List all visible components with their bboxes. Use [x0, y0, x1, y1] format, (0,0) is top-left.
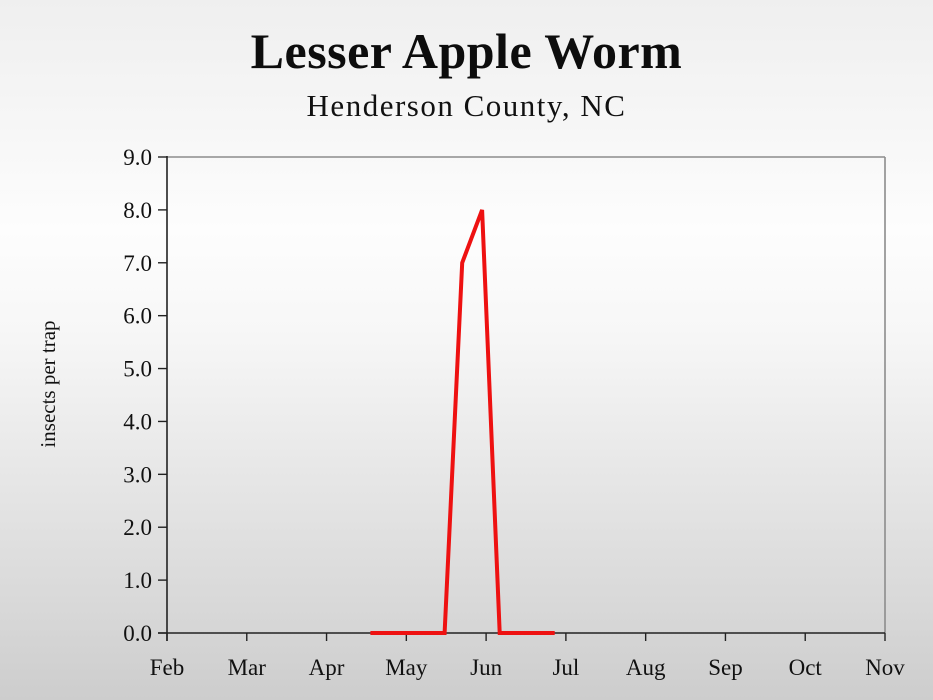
x-tick-label: Sep — [708, 655, 743, 680]
y-tick-label: 6.0 — [123, 304, 152, 329]
y-tick-label: 5.0 — [123, 357, 152, 382]
y-tick-label: 1.0 — [123, 568, 152, 593]
y-axis-title: insects per trap — [36, 320, 60, 447]
x-tick-label: Aug — [626, 655, 666, 680]
chart-subtitle: Henderson County, NC — [306, 88, 627, 123]
x-tick-label: Mar — [228, 655, 267, 680]
series-line — [370, 209, 555, 635]
x-tick-label: May — [385, 655, 428, 680]
y-tick-label: 7.0 — [123, 251, 152, 276]
y-axis: 0.0 1.0 2.0 3.0 4.0 5.0 6.0 7.0 8.0 9.0 — [123, 145, 168, 646]
x-tick-label: Jul — [552, 655, 579, 680]
y-tick-label: 4.0 — [123, 409, 152, 434]
x-tick-label: Apr — [309, 655, 345, 680]
x-tick-label: Oct — [789, 655, 823, 680]
x-tick-label: Nov — [865, 655, 905, 680]
x-tick-label: Jun — [470, 655, 502, 680]
chart-title: Lesser Apple Worm — [250, 23, 683, 79]
x-axis: Feb Mar Apr May Jun Jul Aug Sep Oct Nov — [150, 632, 905, 680]
plot-frame — [167, 156, 886, 633]
y-tick-label: 8.0 — [123, 198, 152, 223]
y-tick-label: 3.0 — [123, 462, 152, 487]
y-tick-label: 2.0 — [123, 515, 152, 540]
x-tick-label: Feb — [150, 655, 185, 680]
data-series — [370, 209, 555, 635]
y-tick-label: 9.0 — [123, 145, 152, 170]
y-tick-label: 0.0 — [123, 621, 152, 646]
